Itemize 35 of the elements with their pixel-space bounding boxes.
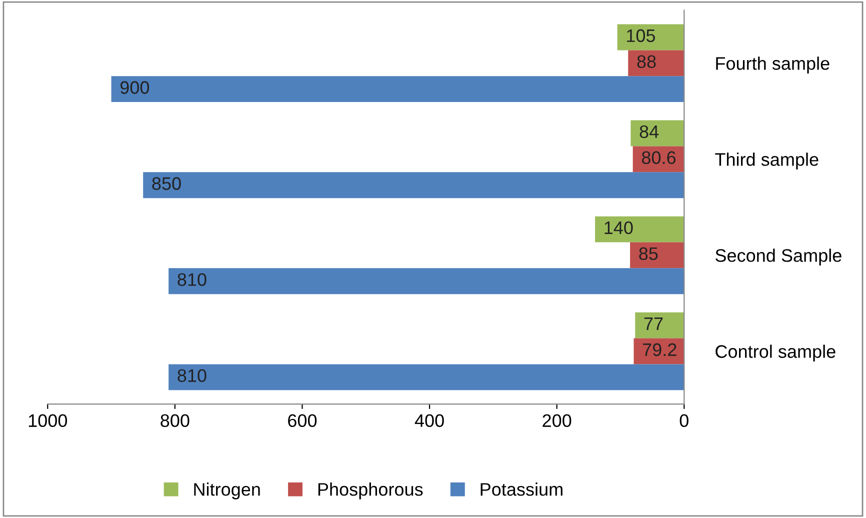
x-tick-label: 600 xyxy=(288,414,317,428)
data-label: 810 xyxy=(178,369,206,382)
bar xyxy=(635,312,684,338)
legend-label: Potassium xyxy=(480,482,562,496)
bar xyxy=(168,364,684,390)
bar xyxy=(111,76,684,102)
bar xyxy=(617,24,684,50)
data-label: 105 xyxy=(627,29,656,42)
y-tick-label: Second Sample xyxy=(716,248,842,266)
x-tick-label: 800 xyxy=(160,414,190,428)
data-label: 80.6 xyxy=(642,151,676,164)
x-tick-label: 400 xyxy=(414,414,444,428)
bar xyxy=(630,242,684,268)
x-tick-label: 200 xyxy=(542,414,572,428)
data-label: 900 xyxy=(120,81,150,94)
data-label: 850 xyxy=(152,177,181,190)
data-label: 88 xyxy=(637,55,656,68)
data-label: 810 xyxy=(178,273,206,286)
bar xyxy=(630,120,684,146)
y-tick-label: Third sample xyxy=(715,152,818,170)
bar xyxy=(143,172,684,198)
data-label: 77 xyxy=(644,318,663,330)
legend-label: Nitrogen xyxy=(194,482,260,500)
data-label: 84 xyxy=(640,125,659,138)
data-label: 85 xyxy=(639,247,658,260)
bar xyxy=(628,50,684,76)
bar xyxy=(168,268,684,294)
data-label: 79.2 xyxy=(642,343,676,356)
x-tick-label: 0 xyxy=(680,414,688,428)
data-label: 140 xyxy=(604,221,633,234)
y-tick-label: Fourth sample xyxy=(716,56,830,74)
bar xyxy=(595,216,684,242)
legend-label: Phosphorous xyxy=(318,482,423,500)
y-tick-label: Control sample xyxy=(716,344,836,362)
x-tick-label: 1000 xyxy=(28,414,68,428)
